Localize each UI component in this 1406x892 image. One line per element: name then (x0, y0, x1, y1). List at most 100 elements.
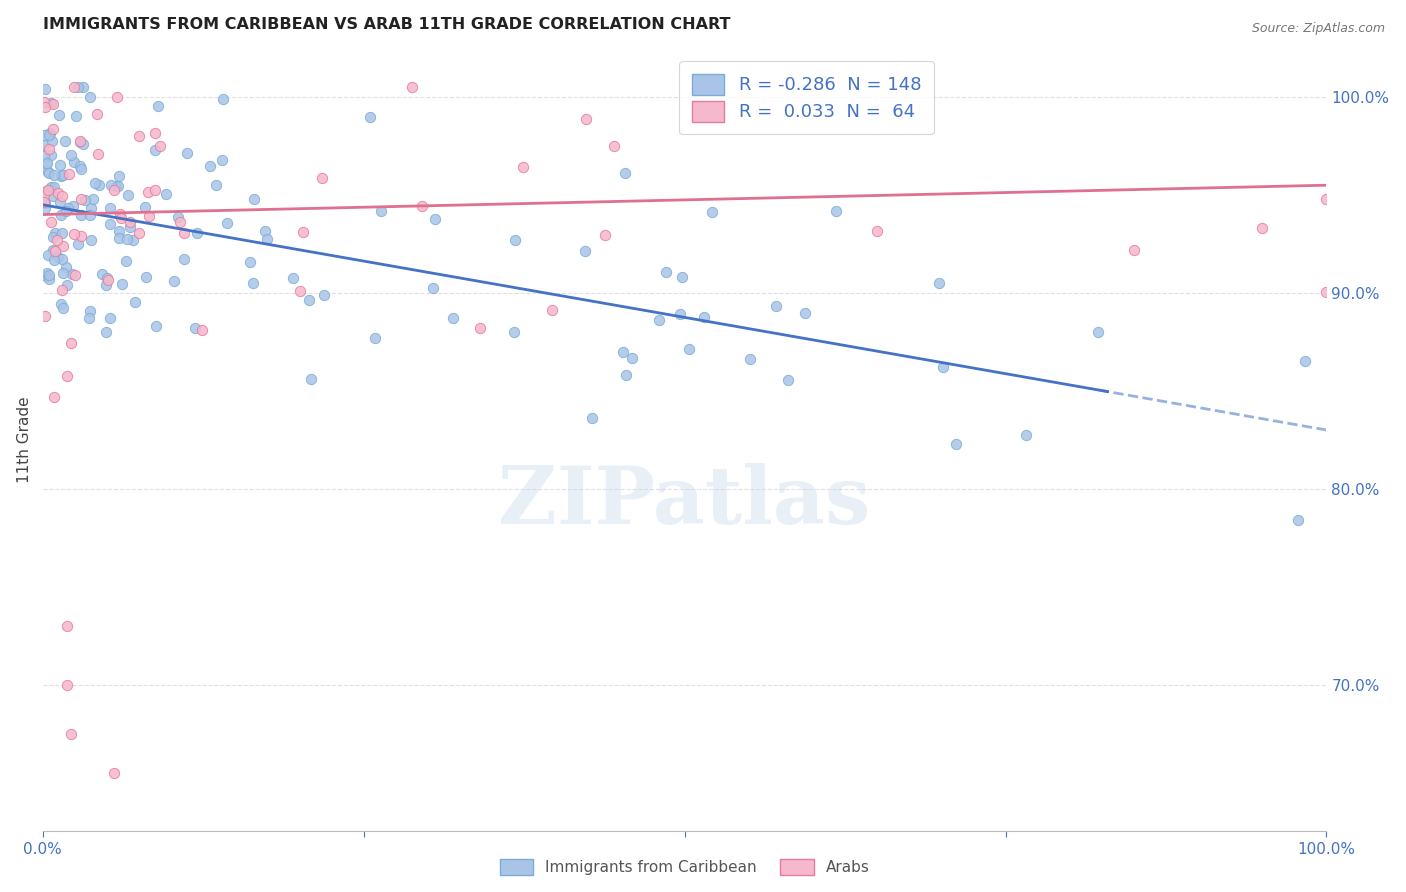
Point (42, 96, 65, 111)
Point (1315, 285, 1337, 299)
Point (65, 109, 87, 123)
Point (39, 126, 62, 140)
Point (575, 112, 598, 126)
Point (614, 368, 637, 382)
Point (48, 108, 70, 122)
Point (136, 185, 159, 199)
Point (149, 139, 172, 153)
Point (128, 128, 150, 143)
Point (678, 342, 700, 356)
Point (69, 134, 91, 148)
Point (66, 236, 89, 251)
Point (256, 232, 278, 246)
Point (82, 192, 104, 206)
Point (540, 303, 562, 318)
Point (932, 359, 955, 374)
Point (794, 306, 817, 320)
Point (37, 248, 59, 262)
Point (72, 80, 94, 95)
Point (115, 253, 138, 268)
Point (423, 212, 446, 227)
Point (581, 411, 603, 425)
Point (35, 184, 58, 198)
Point (238, 255, 260, 269)
Point (80, 202, 103, 216)
Point (468, 321, 491, 335)
Point (574, 244, 596, 259)
Point (98, 310, 121, 325)
Point (37, 164, 59, 178)
Point (97, 273, 120, 287)
Point (505, 233, 527, 247)
Point (359, 110, 381, 124)
Point (52, 301, 75, 315)
Point (290, 284, 312, 298)
Point (173, 226, 195, 240)
Point (42, 229, 65, 244)
Point (34, 196, 56, 211)
Point (51, 169, 73, 184)
Point (79, 90, 101, 104)
Point (105, 178, 128, 193)
Point (211, 92, 233, 106)
Point (173, 252, 195, 267)
Point (55, 677, 77, 691)
Point (94, 278, 117, 293)
Point (66, 80, 89, 95)
Point (945, 437, 967, 451)
Point (46, 186, 69, 201)
Point (35, 266, 58, 280)
Point (1294, 354, 1316, 368)
Point (100, 178, 122, 193)
Point (254, 224, 277, 238)
Point (55, 204, 77, 219)
Point (614, 166, 637, 180)
Point (776, 373, 799, 387)
Point (825, 204, 848, 219)
Point (51, 283, 73, 297)
Legend: Immigrants from Caribbean, Arabs: Immigrants from Caribbean, Arabs (492, 851, 877, 882)
Point (148, 99, 170, 113)
Point (48, 194, 70, 209)
Point (441, 310, 464, 325)
Point (56, 368, 79, 383)
Point (593, 227, 616, 242)
Point (86, 107, 108, 121)
Point (38, 128, 60, 142)
Point (32, 188, 55, 202)
Point (63, 80, 86, 95)
Point (55, 260, 77, 275)
Point (866, 224, 889, 238)
Point (77, 310, 100, 325)
Point (70, 208, 93, 222)
Point (512, 161, 534, 175)
Point (42, 253, 65, 268)
Point (79, 303, 101, 318)
Point (115, 232, 138, 246)
Point (166, 210, 188, 224)
Point (41, 134, 63, 148)
Point (200, 159, 222, 173)
Point (299, 372, 322, 386)
Point (110, 207, 132, 221)
Point (63, 155, 86, 169)
Point (51, 297, 73, 311)
Point (211, 153, 233, 167)
Point (765, 299, 787, 313)
Point (32, 149, 55, 163)
Text: IMMIGRANTS FROM CARIBBEAN VS ARAB 11TH GRADE CORRELATION CHART: IMMIGRANTS FROM CARIBBEAN VS ARAB 11TH G… (42, 17, 730, 32)
Point (58, 167, 80, 181)
Point (52, 266, 75, 280)
Point (35, 157, 58, 171)
Point (42, 390, 65, 404)
Point (87, 178, 110, 192)
Point (42, 189, 65, 203)
Point (34, 81, 56, 95)
Point (70, 192, 93, 206)
Point (502, 325, 524, 339)
Point (51, 226, 73, 240)
Point (38, 142, 60, 156)
Point (62, 199, 84, 213)
Point (75, 193, 97, 207)
Point (117, 188, 139, 202)
